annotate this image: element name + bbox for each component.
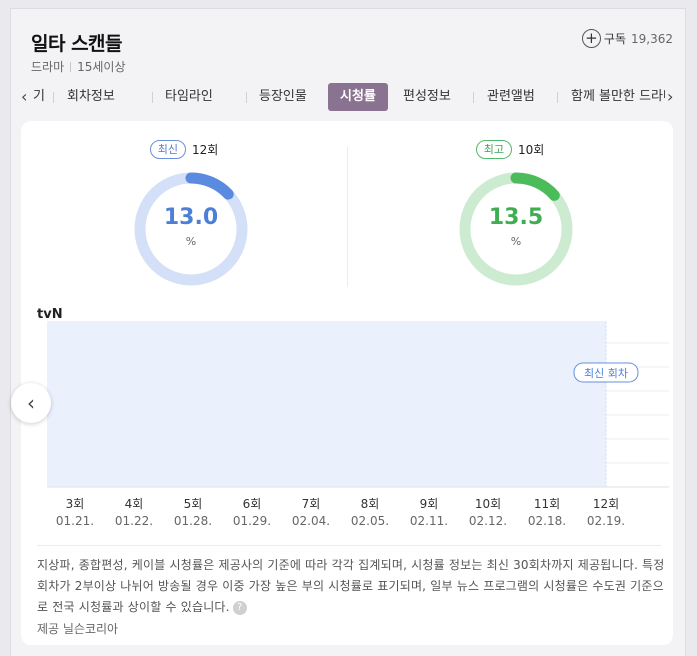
episode-label: 6회 [243, 497, 262, 511]
tab-divider [53, 92, 54, 103]
date-label: 02.11. [410, 514, 448, 528]
best-episode: 10회 [517, 143, 545, 157]
episode-label: 12회 [593, 497, 619, 511]
latest-header: 최신 12회 [21, 140, 347, 159]
ratings-card: 최신 12회 13.0 % 최고 10회 [11, 121, 673, 645]
best-ring: 13.5 % [458, 171, 574, 291]
best-panel: 최고 10회 13.5 % [347, 121, 673, 301]
data-provider: 제공 닐슨코리아 [37, 622, 119, 636]
tab-episodes[interactable]: 회차정보 [67, 89, 115, 104]
date-label: 01.21. [56, 514, 94, 528]
ratings-chart: 5.03회01.21.7.64회01.22.9.15회01.28.11.06회0… [47, 321, 669, 528]
best-ring-graphic [459, 172, 573, 286]
ratings-note: 지상파, 종합편성, 케이블 시청률은 제공사의 기준에 따라 각각 집계되며,… [37, 555, 665, 618]
date-label: 01.22. [115, 514, 153, 528]
tab-divider [473, 92, 474, 103]
tab-divider [246, 92, 247, 103]
tab-albums[interactable]: 관련앨범 [487, 89, 535, 104]
latest-episode: 12회 [191, 143, 219, 157]
subscribe-button[interactable]: + 구독 19,362 [581, 29, 673, 48]
latest-panel: 최신 12회 13.0 % [21, 121, 347, 301]
episode-label: 3회 [66, 497, 85, 511]
tab-more[interactable]: 기 [33, 89, 45, 104]
tab-bar: ‹ 기 회차정보 타임라인 등장인물 시청률 편성정보 관련앨범 함께 볼만한 … [11, 83, 687, 111]
episode-label: 9회 [420, 497, 439, 511]
note-divider [37, 545, 661, 546]
tab-next-icon[interactable]: › [667, 87, 674, 106]
date-label: 01.29. [233, 514, 271, 528]
chart-prev-button[interactable]: ‹ [11, 383, 51, 423]
tab-cast[interactable]: 등장인물 [259, 89, 307, 104]
latest-episode-tag [573, 362, 639, 383]
network-label: tvN [37, 307, 63, 322]
tab-timeline[interactable]: 타임라인 [165, 89, 213, 104]
best-unit: % [510, 235, 522, 248]
chevron-left-icon: ‹ [27, 391, 35, 415]
episode-label: 5회 [184, 497, 203, 511]
tab-prev-icon[interactable]: ‹ [21, 87, 28, 106]
date-label: 02.05. [351, 514, 389, 528]
best-header: 최고 10회 [347, 140, 673, 159]
latest-ring-graphic [134, 172, 248, 286]
tab-divider [557, 92, 558, 103]
best-value: 13.5 [488, 205, 544, 230]
date-label: 01.28. [174, 514, 212, 528]
subscribe-count: 19,362 [631, 31, 673, 46]
episode-label: 7회 [302, 497, 321, 511]
episode-label: 4회 [125, 497, 144, 511]
date-label: 02.18. [528, 514, 566, 528]
chart-area [47, 321, 606, 487]
program-title: 일타 스캔들 [31, 33, 123, 55]
rating-label: 15세이상 [77, 60, 126, 74]
panel-divider [347, 147, 348, 287]
plus-icon: + [581, 29, 601, 48]
ratings-note-text: 지상파, 종합편성, 케이블 시청률은 제공사의 기준에 따라 각각 집계되며,… [37, 558, 665, 614]
genre-label: 드라마 [31, 60, 65, 74]
best-badge: 최고 [475, 140, 512, 159]
subscribe-label: 구독 [603, 32, 626, 46]
latest-unit: % [185, 235, 197, 248]
latest-ring: 13.0 % [133, 171, 249, 291]
date-label: 02.04. [292, 514, 330, 528]
date-label: 02.12. [469, 514, 507, 528]
meta-divider [70, 61, 72, 72]
header: 일타 스캔들 드라마 15세이상 + 구독 19,362 [11, 9, 687, 81]
tab-schedule[interactable]: 편성정보 [403, 89, 451, 104]
tab-scroll-area: 기 회차정보 타임라인 등장인물 시청률 편성정보 관련앨범 함께 볼만한 드라… [33, 83, 665, 111]
date-label: 02.19. [587, 514, 625, 528]
episode-label: 8회 [361, 497, 380, 511]
help-icon[interactable]: ? [232, 600, 247, 615]
latest-episode-tag-label: 최신 회차 [584, 367, 628, 380]
program-meta: 드라마 15세이상 [31, 58, 126, 75]
latest-badge: 최신 [149, 140, 186, 159]
content-frame: 일타 스캔들 드라마 15세이상 + 구독 19,362 ‹ 기 회차정보 타임… [10, 8, 686, 656]
tab-recommended[interactable]: 함께 볼만한 드라마 [571, 89, 665, 104]
episode-label: 11회 [534, 497, 560, 511]
episode-label: 10회 [475, 497, 501, 511]
tab-divider [152, 92, 153, 103]
latest-value: 13.0 [163, 205, 219, 230]
tab-ratings[interactable]: 시청률 [328, 83, 388, 111]
